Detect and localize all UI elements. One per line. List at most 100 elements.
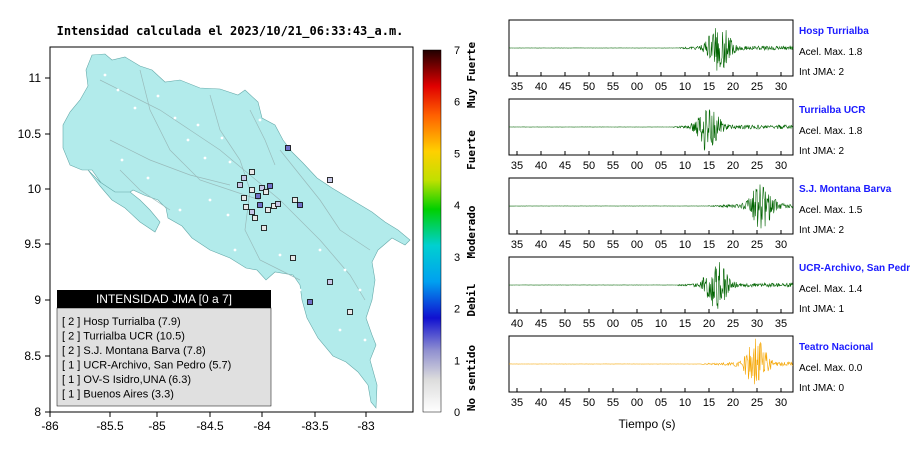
town-dot	[233, 248, 237, 252]
waveform-tick-label: 45	[559, 397, 571, 409]
map-y-tick-label: 11	[29, 71, 42, 85]
waveform-tick-label: 30	[775, 239, 787, 251]
acel-max-label: Acel. Max. 1.5	[799, 205, 863, 216]
acel-max-label: Acel. Max. 1.8	[799, 126, 863, 137]
map-y-tick-label: 8.5	[24, 349, 41, 363]
waveform-panel: 35 40 45 50 55 00 05 10 15 20 25 30 Turrialba UCR Ace…	[508, 98, 866, 172]
waveform-tick-label: 00	[607, 318, 619, 330]
town-dot	[298, 288, 302, 292]
station-marker	[261, 225, 267, 231]
town-dot	[220, 136, 224, 140]
town-dot	[120, 158, 124, 162]
station-marker	[252, 215, 258, 221]
waveform-tick-label: 05	[655, 81, 667, 93]
int-jma-label: Int JMA: 0	[799, 383, 844, 394]
int-jma-label: Int JMA: 2	[799, 146, 844, 157]
waveform-tick-label: 40	[535, 397, 547, 409]
waveform-tick-label: 15	[703, 81, 715, 93]
station-name: UCR-Archivo, San Pedro	[799, 263, 910, 274]
waveform-tick-label: 10	[679, 81, 691, 93]
colorbar-intensity-label: No sentido	[465, 345, 478, 412]
station-marker	[249, 209, 255, 215]
station-name: Hosp Turrialba	[799, 26, 869, 37]
town-dot	[146, 176, 150, 180]
waveform-tick-label: 30	[775, 397, 787, 409]
legend-item: [ 1 ] UCR-Archivo, San Pedro (5.7)	[62, 360, 231, 372]
waveform-tick-label: 45	[559, 81, 571, 93]
station-marker	[241, 175, 247, 181]
station-name: Turrialba UCR	[799, 105, 866, 116]
waveform-tick-label: 35	[511, 397, 523, 409]
town-dot	[278, 253, 282, 257]
station-marker	[297, 202, 303, 208]
town-dot	[103, 73, 107, 77]
waveform-tick-label: 25	[751, 239, 763, 251]
waveform-tick-label: 20	[727, 160, 739, 172]
colorbar-tick-label: 0	[454, 407, 460, 419]
station-marker	[265, 207, 271, 213]
colorbar-ticks: 7 6 5 4 3 2 1 0	[454, 45, 460, 419]
int-jma-label: Int JMA: 2	[799, 67, 844, 78]
waveform-trace	[508, 338, 794, 385]
town-dot	[318, 248, 322, 252]
map-y-tick-label: 9.5	[24, 237, 41, 251]
town-dot	[196, 123, 200, 127]
colorbar-tick-label: 4	[454, 200, 460, 212]
town-dot	[226, 213, 230, 217]
waveform-tick-label: 10	[679, 160, 691, 172]
waveform-xlabel: Tiempo (s)	[619, 417, 676, 431]
colorbar-tick-label: 5	[454, 148, 460, 160]
waveform-tick-label: 35	[511, 239, 523, 251]
waveform-tick-label: 15	[703, 397, 715, 409]
waveform-tick-label: 10	[679, 397, 691, 409]
legend-items: [ 2 ] Hosp Turrialba (7.9) [ 2 ] Turrialb…	[62, 316, 231, 401]
legend-item: [ 2 ] Hosp Turrialba (7.9)	[62, 316, 181, 328]
waveform-tick-label: 40	[511, 318, 523, 330]
waveform-trace	[508, 108, 794, 151]
map-legend: INTENSIDAD JMA [0 a 7] [ 2 ] Hosp Turria…	[56, 290, 272, 407]
waveform-tick-label: 55	[607, 160, 619, 172]
town-dot	[258, 118, 262, 122]
waveform-tick-label: 05	[655, 160, 667, 172]
waveform-tick-label: 30	[775, 160, 787, 172]
waveform-tick-label: 50	[583, 160, 595, 172]
waveform-panel: 35 40 45 50 55 00 05 10 15 20 25 30 Hosp Turrialba Ac…	[508, 19, 869, 93]
int-jma-label: Int JMA: 2	[799, 225, 844, 236]
waveform-tick-label: 40	[535, 239, 547, 251]
legend-item: [ 1 ] Buenos Aires (3.3)	[62, 389, 174, 401]
waveform-tick-label: 00	[631, 397, 643, 409]
map-x-tick-label: -83	[357, 419, 375, 433]
legend-body	[56, 307, 272, 407]
waveform-trace	[509, 262, 794, 309]
waveform-tick-label: 50	[583, 239, 595, 251]
waveform-tick-label: 45	[559, 160, 571, 172]
map-title: Intensidad calculada el 2023/10/21_06:33…	[57, 24, 404, 39]
town-dot	[203, 156, 207, 160]
legend-header-bg	[57, 290, 271, 308]
colorbar-intensity-label: Moderado	[465, 205, 478, 258]
map-x-tick-label: -84	[253, 419, 271, 433]
waveform-tick-label: 00	[631, 239, 643, 251]
town-dot	[208, 198, 212, 202]
colorbar-tick-label: 7	[454, 45, 460, 57]
town-dot	[186, 138, 190, 142]
waveform-tick-label: 10	[679, 239, 691, 251]
waveform-tick-label: 30	[751, 318, 763, 330]
colorbar-intensity-label: Debil	[465, 283, 478, 316]
map-x-tick-label: -85	[148, 419, 166, 433]
colorbar-intensity-label: Fuerte	[465, 130, 478, 170]
station-marker	[327, 279, 333, 285]
waveform-tick-label: 00	[631, 81, 643, 93]
station-name: Teatro Nacional	[799, 342, 873, 353]
station-marker	[263, 189, 269, 195]
waveform-tick-label: 55	[607, 397, 619, 409]
waveform-tick-label: 05	[655, 397, 667, 409]
station-marker	[307, 299, 313, 305]
station-marker	[292, 197, 298, 203]
waveform-panels: 35 40 45 50 55 00 05 10 15 20 25 30 Hosp Turrialba Ac…	[508, 19, 910, 409]
station-marker	[275, 201, 281, 207]
waveform-tick-label: 40	[535, 160, 547, 172]
waveform-tick-label: 20	[727, 239, 739, 251]
acel-max-label: Acel. Max. 1.8	[799, 47, 863, 58]
